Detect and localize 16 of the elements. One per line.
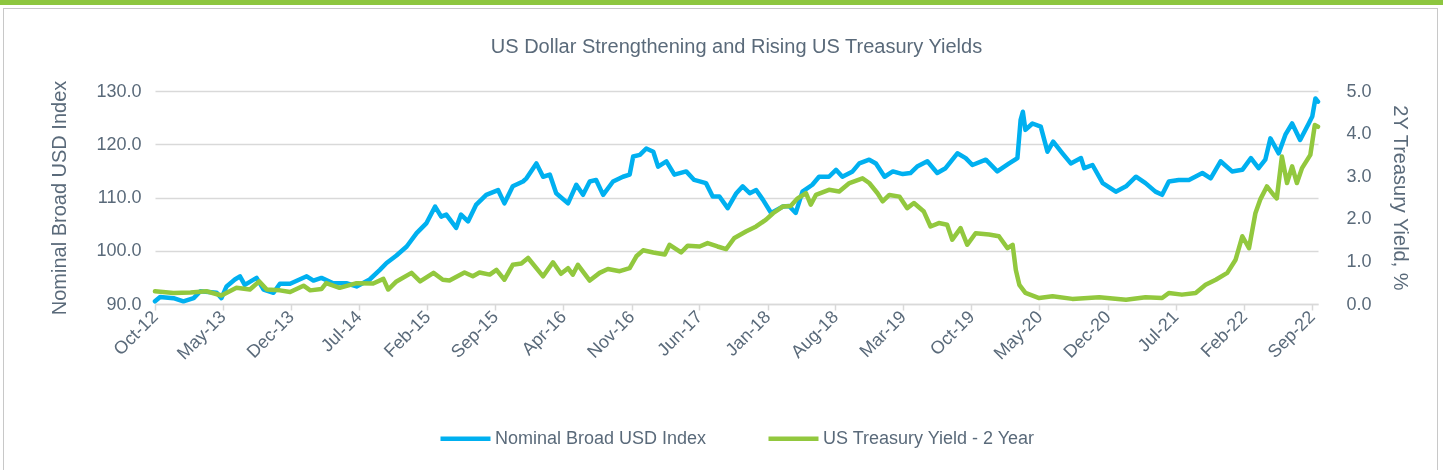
legend-label: Nominal Broad USD Index [495,427,707,448]
y2-tick-label: 5.0 [1346,80,1372,101]
y2-tick-label: 3.0 [1346,165,1372,186]
y2-tick-label: 1.0 [1346,250,1372,271]
legend-label: US Treasury Yield - 2 Year [823,427,1035,448]
y-tick-label: 110.0 [97,187,142,207]
y-tick-label: 130.0 [96,80,142,101]
y2-axis-title: 2Y Treasury Yield, % [1389,105,1412,291]
y-tick-label: 90.0 [106,293,142,314]
y-tick-label: 120.0 [96,133,142,154]
y2-tick-label: 0.0 [1346,293,1372,314]
y-axis-title: Nominal Broad USD Index [48,80,71,316]
y2-tick-label: 2.0 [1346,208,1372,229]
y2-tick-label: 4.0 [1346,123,1372,144]
y-tick-label: 100.0 [96,240,142,261]
chart-title: US Dollar Strengthening and Rising US Treasury Yields [490,35,983,58]
